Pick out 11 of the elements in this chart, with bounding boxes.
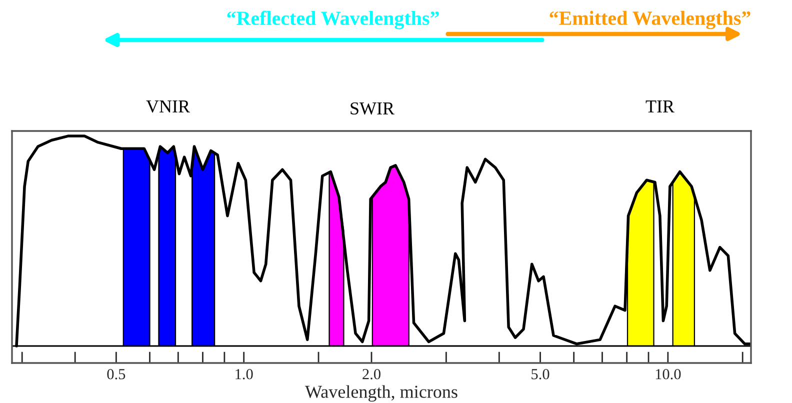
text: SWIR xyxy=(350,102,394,115)
x-tick-label: 1.0 xyxy=(236,368,253,380)
text: TIR xyxy=(646,100,674,112)
text: “Reflected Wavelengths” xyxy=(227,10,439,30)
x-tick-label: 0.5 xyxy=(107,368,126,380)
x-tick-label: 10.0 xyxy=(656,368,681,380)
x-axis-title: Wavelength, microns xyxy=(305,385,458,402)
x-tick-label: 2.0 xyxy=(362,368,380,380)
x-tick-label: 5.0 xyxy=(532,368,550,380)
text: VNIR xyxy=(146,100,190,113)
text: “Emitted Wavelengths” xyxy=(550,10,750,30)
